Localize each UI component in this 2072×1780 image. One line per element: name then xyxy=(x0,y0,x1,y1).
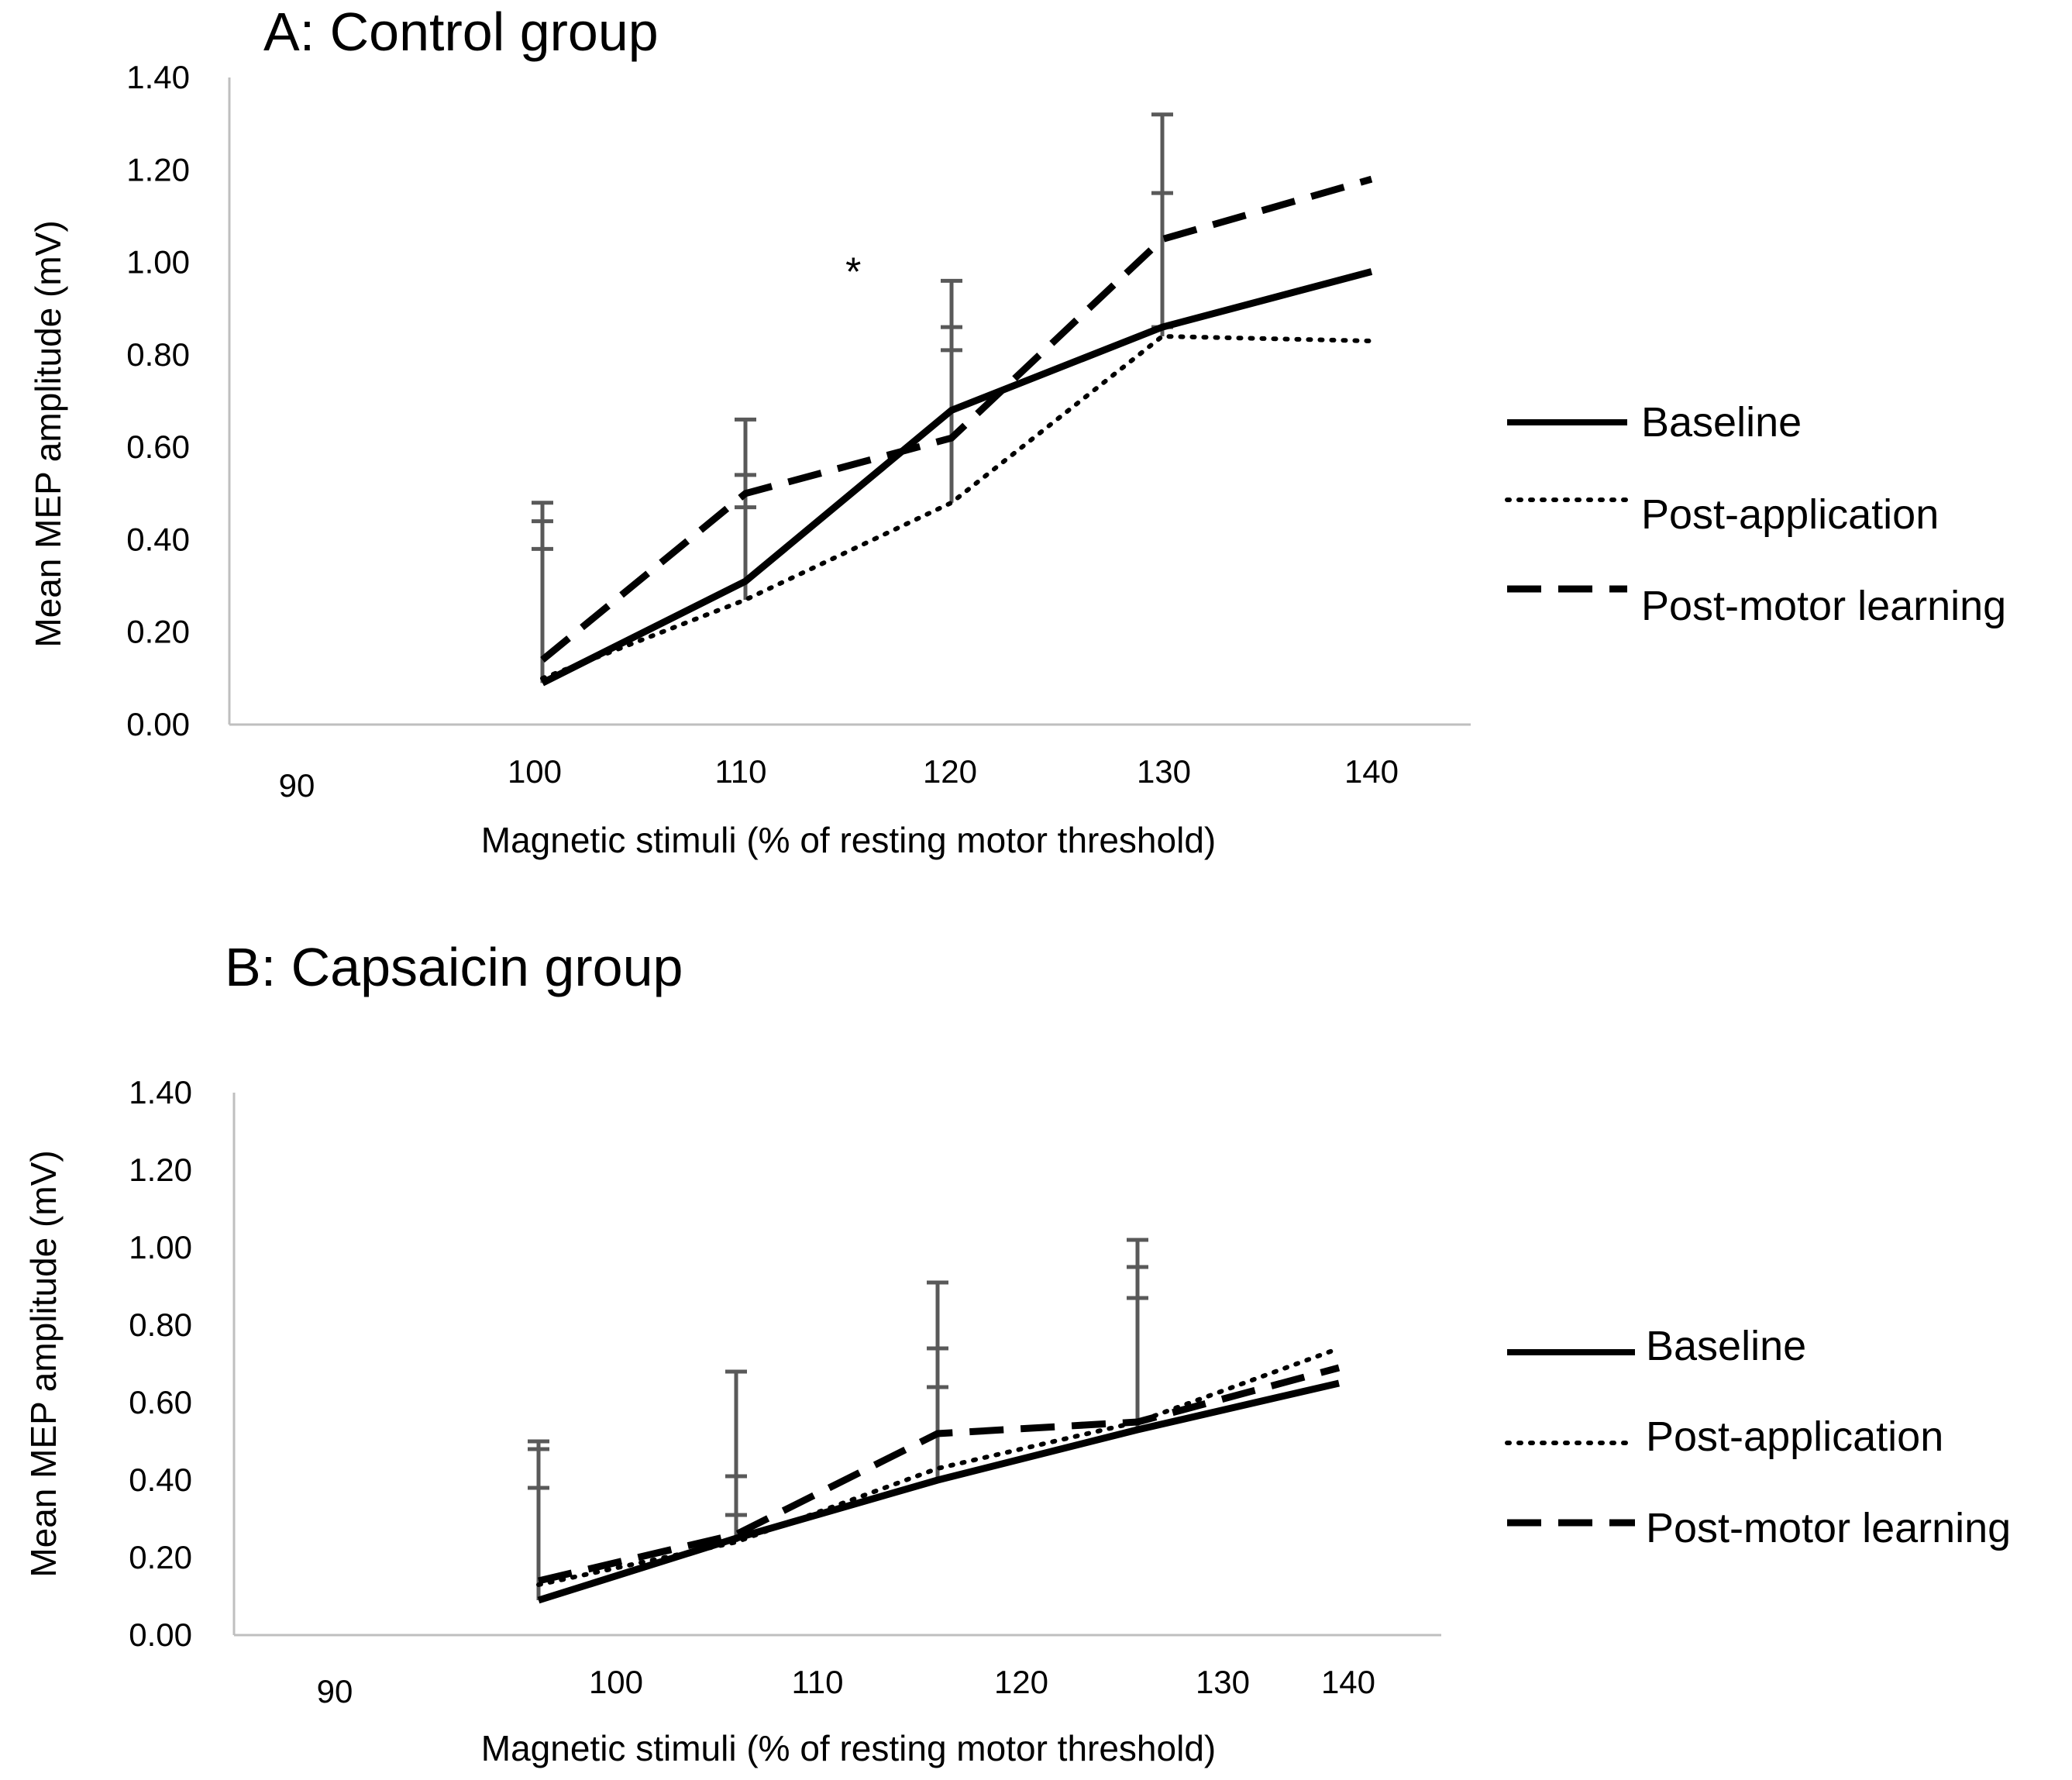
panel-b-y-tick-1-20: 1.20 xyxy=(129,1152,192,1188)
panel-b-legend-post-motor-learning: Post-motor learning xyxy=(1646,1505,2011,1551)
panel-b-y-tick-labels: 0.00 0.20 0.40 0.60 0.80 1.00 1.20 1.40 xyxy=(129,1074,192,1653)
panel-a-y-tick-0-60: 0.60 xyxy=(126,429,190,465)
panel-a: A: Control group 0.00 0.20 0.40 0.60 0.80 1.0… xyxy=(28,2,2006,860)
panel-a-y-tick-0-20: 0.20 xyxy=(126,614,190,650)
panel-a-y-axis-title: Mean MEP amplitude (mV) xyxy=(28,220,68,647)
panel-a-y-tick-0-80: 0.80 xyxy=(126,336,190,373)
panel-a-significance-marker: * xyxy=(845,250,861,295)
panel-a-y-tick-0-40: 0.40 xyxy=(126,521,190,557)
panel-b-legend: Baseline Post-application Post-motor lea… xyxy=(1505,1323,2011,1551)
panel-b-y-axis-title: Mean MEP amplitude (mV) xyxy=(23,1150,64,1577)
panel-b-x-tick-100: 100 xyxy=(589,1664,643,1700)
panel-b-series-post-motor-learning xyxy=(537,1364,1341,1585)
panel-b-error-bars xyxy=(528,1238,1148,1600)
panel-a-legend-baseline: Baseline xyxy=(1641,399,1802,446)
panel-b-legend-baseline: Baseline xyxy=(1646,1323,1806,1369)
panel-a-error-bars xyxy=(532,112,1173,683)
panel-b-y-tick-0-00: 0.00 xyxy=(129,1616,192,1653)
panel-b-y-tick-0-40: 0.40 xyxy=(129,1462,192,1498)
panel-b: B: Capsaicin group 0.00 0.20 0.40 0.60 0.80 1… xyxy=(23,937,2011,1768)
panel-b-y-tick-1-00: 1.00 xyxy=(129,1229,192,1265)
panel-a-series xyxy=(540,175,1374,687)
panel-b-x-tick-140: 140 xyxy=(1321,1664,1375,1700)
panel-b-y-tick-0-20: 0.20 xyxy=(129,1539,192,1575)
panel-a-y-tick-1-20: 1.20 xyxy=(126,151,190,188)
panel-a-legend: Baseline Post-application Post-motor lea… xyxy=(1505,399,2006,629)
panel-a-y-tick-1-00: 1.00 xyxy=(126,244,190,281)
panel-b-x-tick-110: 110 xyxy=(792,1664,844,1700)
panel-b-series-baseline xyxy=(537,1379,1341,1604)
panel-b-y-tick-0-80: 0.80 xyxy=(129,1307,192,1343)
panel-a-series-baseline xyxy=(540,268,1373,687)
panel-b-series xyxy=(536,1346,1341,1604)
panel-a-x-axis-title: Magnetic stimuli (% of resting motor thr… xyxy=(481,820,1216,860)
panel-a-x-tick-120: 120 xyxy=(923,753,977,790)
panel-b-x-tick-90: 90 xyxy=(317,1673,353,1709)
panel-a-title: A: Control group xyxy=(263,2,659,62)
panel-b-x-tick-labels: 90 100 110 120 130 140 xyxy=(317,1664,1375,1709)
panel-a-series-post-motor-learning xyxy=(540,175,1373,663)
panel-a-series-post-application xyxy=(540,333,1374,681)
panel-a-y-tick-0-00: 0.00 xyxy=(126,706,190,742)
panel-b-series-post-application xyxy=(536,1346,1341,1587)
panel-a-x-tick-110: 110 xyxy=(715,753,767,790)
panel-a-legend-post-motor-learning: Post-motor learning xyxy=(1641,583,2006,629)
panel-b-x-tick-120: 120 xyxy=(994,1664,1048,1700)
panel-b-x-tick-130: 130 xyxy=(1196,1664,1250,1700)
panel-b-y-tick-1-40: 1.40 xyxy=(129,1074,192,1110)
panel-b-title: B: Capsaicin group xyxy=(225,937,683,997)
panel-a-x-tick-140: 140 xyxy=(1344,753,1399,790)
panel-a-x-tick-100: 100 xyxy=(508,753,562,790)
panel-a-x-tick-90: 90 xyxy=(279,767,315,804)
panel-b-y-tick-0-60: 0.60 xyxy=(129,1384,192,1420)
panel-a-y-tick-1-40: 1.40 xyxy=(126,59,190,95)
panel-a-x-tick-labels: 90 100 110 120 130 140 xyxy=(279,753,1399,804)
panel-b-legend-post-application: Post-application xyxy=(1646,1413,1943,1460)
panel-a-y-tick-labels: 0.00 0.20 0.40 0.60 0.80 1.00 1.20 1.40 xyxy=(126,59,190,742)
panel-b-x-axis-title: Magnetic stimuli (% of resting motor thr… xyxy=(481,1728,1216,1768)
panel-a-x-tick-130: 130 xyxy=(1137,753,1191,790)
panel-a-legend-post-application: Post-application xyxy=(1641,491,1939,538)
